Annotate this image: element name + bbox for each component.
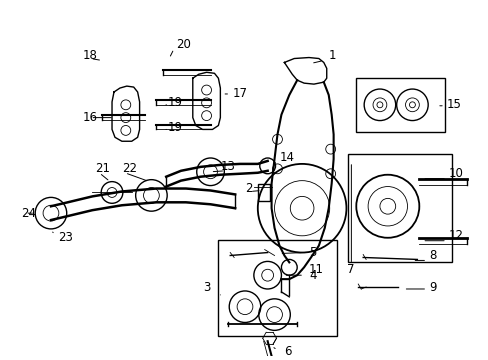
Text: 5: 5 <box>308 246 316 259</box>
Text: 12: 12 <box>448 229 463 242</box>
Text: 13: 13 <box>220 160 235 174</box>
Text: 4: 4 <box>308 269 316 282</box>
Text: 22: 22 <box>122 162 137 175</box>
Text: 8: 8 <box>428 249 436 262</box>
Text: 3: 3 <box>203 280 210 293</box>
Text: 19: 19 <box>167 96 182 109</box>
Bar <box>257 184 269 201</box>
Text: 9: 9 <box>428 280 436 293</box>
Text: 16: 16 <box>82 111 97 124</box>
Text: 21: 21 <box>95 162 110 175</box>
Polygon shape <box>284 58 326 84</box>
Text: 2: 2 <box>244 182 252 195</box>
Text: 1: 1 <box>328 49 336 62</box>
Text: 24: 24 <box>21 207 36 220</box>
Bar <box>347 154 451 262</box>
Text: 20: 20 <box>176 38 190 51</box>
Text: 11: 11 <box>308 263 324 276</box>
Text: 15: 15 <box>446 98 461 111</box>
Polygon shape <box>112 86 139 141</box>
Text: 23: 23 <box>58 231 73 244</box>
Text: 14: 14 <box>279 150 294 163</box>
Text: 17: 17 <box>232 87 246 100</box>
Polygon shape <box>192 72 220 130</box>
Text: 6: 6 <box>284 345 291 357</box>
Bar <box>356 78 444 132</box>
Text: 7: 7 <box>346 263 354 276</box>
Text: 18: 18 <box>82 49 97 62</box>
Text: 10: 10 <box>448 167 463 180</box>
Text: 19: 19 <box>167 121 182 134</box>
Bar <box>218 240 336 336</box>
